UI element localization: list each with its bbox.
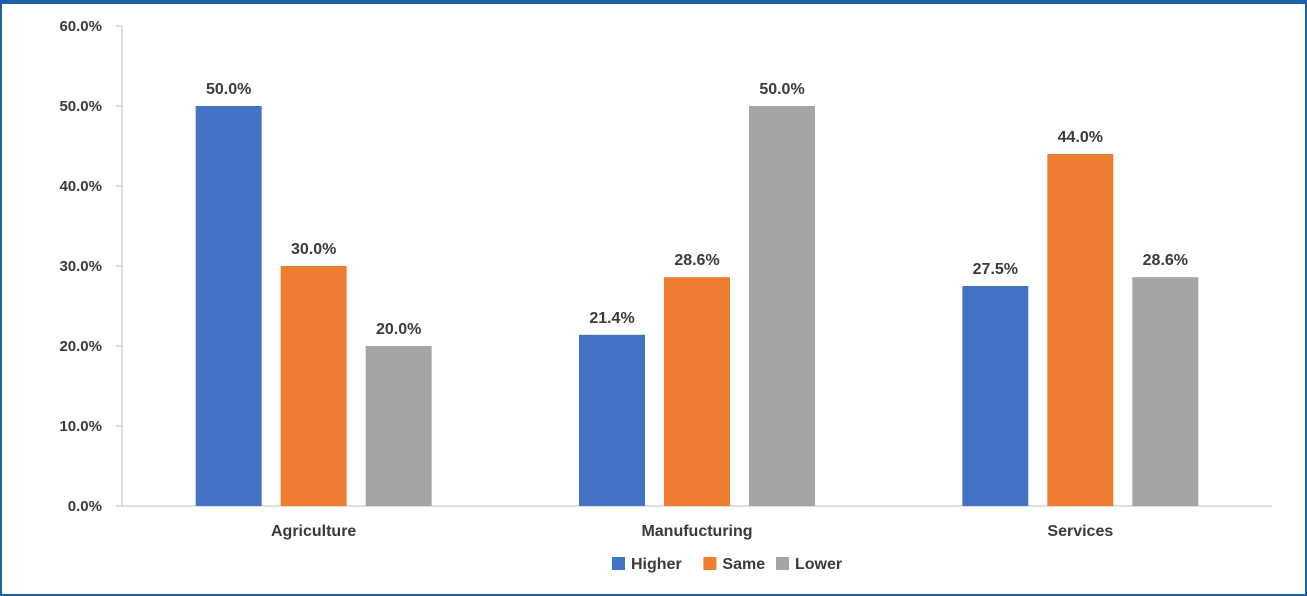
- data-label: 50.0%: [759, 81, 804, 98]
- data-label: 44.0%: [1058, 129, 1103, 146]
- bar-lower: [1132, 277, 1199, 506]
- legend-label-higher: Higher: [631, 556, 682, 573]
- category-label: Manufucturing: [641, 523, 752, 540]
- y-tick-label: 30.0%: [59, 258, 102, 275]
- legend-label-same: Same: [722, 556, 765, 573]
- bar-higher: [962, 286, 1029, 506]
- data-label: 28.6%: [1143, 252, 1188, 269]
- legend-label-lower: Lower: [795, 556, 842, 573]
- y-tick-label: 20.0%: [59, 338, 102, 355]
- data-label: 28.6%: [674, 252, 719, 269]
- bar-same: [1047, 154, 1114, 506]
- y-tick-label: 40.0%: [59, 178, 102, 195]
- legend-swatch-lower: [776, 557, 789, 570]
- bar-higher: [195, 106, 262, 506]
- data-label: 30.0%: [291, 241, 336, 258]
- bar-chart: 0.0% 10.0% 20.0% 30.0% 40.0% 50.0% 60.0% 50.0% 3…: [59, 18, 1272, 573]
- y-tick-label: 60.0%: [59, 18, 102, 35]
- bar-same: [280, 266, 347, 506]
- data-label: 20.0%: [376, 321, 421, 338]
- category-label: Agriculture: [271, 523, 356, 540]
- y-tick-label: 0.0%: [68, 498, 102, 515]
- y-tick-label: 10.0%: [59, 418, 102, 435]
- bar-lower: [365, 346, 432, 506]
- data-label: 21.4%: [589, 310, 634, 327]
- legend-swatch-higher: [612, 557, 625, 570]
- data-label: 50.0%: [206, 81, 251, 98]
- data-label: 27.5%: [973, 261, 1018, 278]
- category-label: Services: [1047, 523, 1113, 540]
- y-tick-label: 50.0%: [59, 98, 102, 115]
- bar-higher: [579, 334, 645, 506]
- bar-same: [664, 277, 730, 506]
- legend-swatch-same: [703, 557, 717, 570]
- bar-lower: [749, 106, 815, 506]
